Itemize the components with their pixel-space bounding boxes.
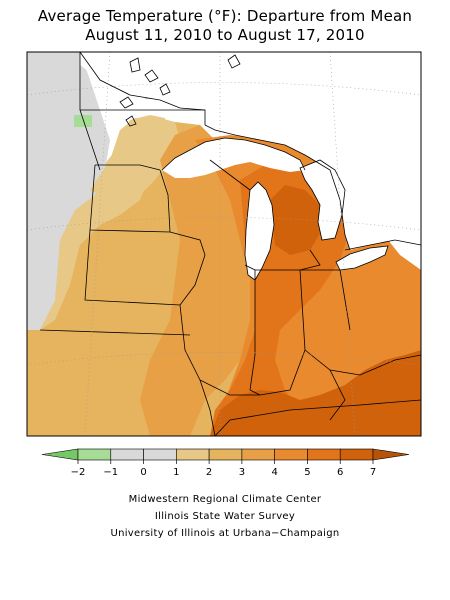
map-body	[27, 52, 421, 436]
legend-tick-label: 0	[140, 467, 146, 478]
canada-area	[80, 52, 421, 250]
legend-swatch	[307, 448, 341, 461]
coastlines	[79, 52, 421, 281]
lake-michigan	[245, 182, 274, 280]
region-departure-1-2-west	[90, 118, 180, 205]
credit-line3: University of Illinois at Urbana−Champai…	[110, 528, 340, 539]
credit-line1: Midwestern Regional Climate Center	[128, 494, 322, 505]
legend-tick-label: −1	[103, 467, 118, 478]
lake-erie	[336, 246, 388, 270]
legend-tick-label: 4	[271, 467, 277, 478]
map-title-line2: August 11, 2010 to August 17, 2010	[85, 26, 365, 44]
legend-swatch	[208, 448, 243, 461]
legend-low-arrow	[41, 448, 79, 461]
credit-line2: Illinois State Water Survey	[154, 511, 296, 522]
legend-tick-label: 1	[173, 467, 179, 478]
legend-swatch	[241, 448, 275, 461]
legend-tick-label: 2	[206, 467, 212, 478]
legend-swatch	[176, 448, 210, 461]
legend-tick-label: −2	[71, 467, 86, 478]
legend-swatch	[77, 448, 112, 461]
legend-tick-label: 6	[337, 467, 343, 478]
legend-tick-label: 3	[239, 467, 245, 478]
region-departure-6-7-michigan	[270, 185, 322, 255]
legend-swatch	[110, 448, 144, 461]
legend-high-arrow	[372, 448, 410, 461]
legend-swatch	[339, 448, 374, 461]
map-title-line1: Average Temperature (°F): Departure from…	[37, 7, 413, 25]
color-scale-legend: −2 −1 0 1 2 3 4 5 6 7	[41, 448, 410, 478]
legend-swatch	[274, 448, 308, 461]
lake-superior	[162, 138, 305, 178]
region-departure-green-sd	[74, 115, 92, 127]
legend-tick-label: 7	[370, 467, 376, 478]
graticule	[27, 52, 421, 436]
legend-tick-label: 5	[304, 467, 310, 478]
state-borders	[39, 52, 421, 436]
legend-swatch	[143, 448, 177, 461]
map-frame	[26, 51, 422, 437]
region-departure-3-4	[140, 125, 255, 436]
